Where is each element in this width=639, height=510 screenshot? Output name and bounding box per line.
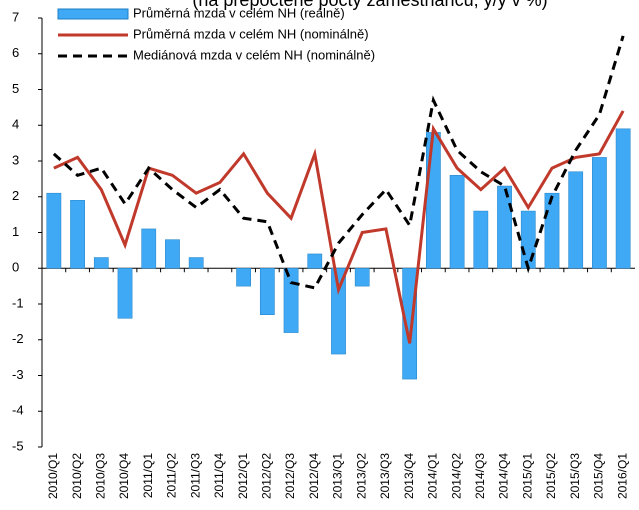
bar: [117, 268, 133, 319]
legend-label: Mediánová mzda v celém NH (nominálně): [133, 47, 375, 62]
x-tick-label: 2012/Q1: [236, 453, 250, 499]
bar: [426, 132, 441, 269]
x-tick-label: 2013/Q2: [354, 453, 368, 499]
bar: [165, 239, 180, 269]
bar: [188, 257, 204, 269]
x-tick-label: 2016/Q1: [615, 453, 629, 499]
bar: [473, 210, 489, 269]
x-tick-label: 2010/Q2: [70, 453, 84, 499]
y-tick-label: 2: [12, 188, 19, 203]
bar: [141, 228, 157, 269]
bar: [354, 268, 370, 287]
bar: [497, 185, 512, 269]
bar: [93, 257, 109, 269]
y-tick-label: -1: [12, 295, 24, 310]
x-tick-label: 2013/Q4: [402, 453, 416, 499]
bar: [592, 157, 607, 269]
bar: [449, 175, 465, 269]
x-tick-label: 2015/Q4: [592, 453, 606, 499]
bar: [46, 192, 62, 269]
x-tick-label: 2014/Q4: [497, 453, 511, 499]
x-tick-label: 2011/Q2: [165, 453, 179, 498]
y-tick-label: 5: [12, 81, 19, 96]
bar: [544, 192, 560, 269]
bar: [402, 268, 418, 380]
bar: [283, 268, 299, 333]
y-tick-label: -4: [12, 403, 24, 418]
x-tick-label: 2014/Q1: [426, 453, 440, 499]
chart-title: (na přepočtené počty zaměstnanců, y/y v …: [192, 0, 547, 10]
y-tick-label: 3: [12, 152, 19, 167]
bar: [236, 268, 251, 287]
x-tick-label: 2014/Q2: [449, 453, 463, 499]
y-tick-label: 1: [12, 224, 19, 239]
bar: [70, 200, 85, 269]
x-tick-label: 2011/Q1: [141, 453, 155, 498]
x-tick-label: 2015/Q1: [520, 453, 534, 499]
bar: [259, 268, 275, 315]
x-tick-label: 2014/Q3: [473, 453, 487, 499]
x-tick-label: 2013/Q3: [378, 453, 392, 499]
bar: [307, 253, 323, 269]
y-tick-label: 7: [12, 9, 19, 24]
x-tick-label: 2012/Q2: [260, 453, 274, 499]
legend-label: Průměrná mzda v celém NH (reálně): [133, 5, 345, 20]
bar: [615, 128, 631, 269]
x-tick-label: 2010/Q4: [117, 453, 131, 499]
y-tick-label: -5: [12, 438, 24, 453]
legend-label: Průměrná mzda v celém NH (nominálně): [133, 26, 369, 41]
legend-swatch: [57, 8, 129, 20]
y-tick-label: 0: [12, 260, 19, 275]
y-tick-label: 4: [12, 117, 19, 132]
bar: [331, 268, 346, 355]
bar: [520, 210, 536, 269]
x-tick-label: 2010/Q3: [93, 453, 107, 499]
y-tick-label: -2: [12, 331, 24, 346]
x-tick-label: 2011/Q3: [188, 453, 202, 498]
x-tick-label: 2011/Q4: [212, 453, 226, 498]
x-tick-label: 2012/Q4: [307, 453, 321, 499]
bar: [568, 171, 584, 269]
x-tick-label: 2012/Q3: [283, 453, 297, 499]
x-tick-label: 2015/Q3: [568, 453, 582, 499]
x-tick-label: 2015/Q2: [544, 453, 558, 499]
y-tick-label: 6: [12, 45, 19, 60]
x-tick-label: 2010/Q1: [46, 453, 60, 499]
x-tick-label: 2013/Q1: [331, 453, 345, 499]
y-tick-label: -3: [12, 367, 24, 382]
line: [52, 35, 625, 290]
